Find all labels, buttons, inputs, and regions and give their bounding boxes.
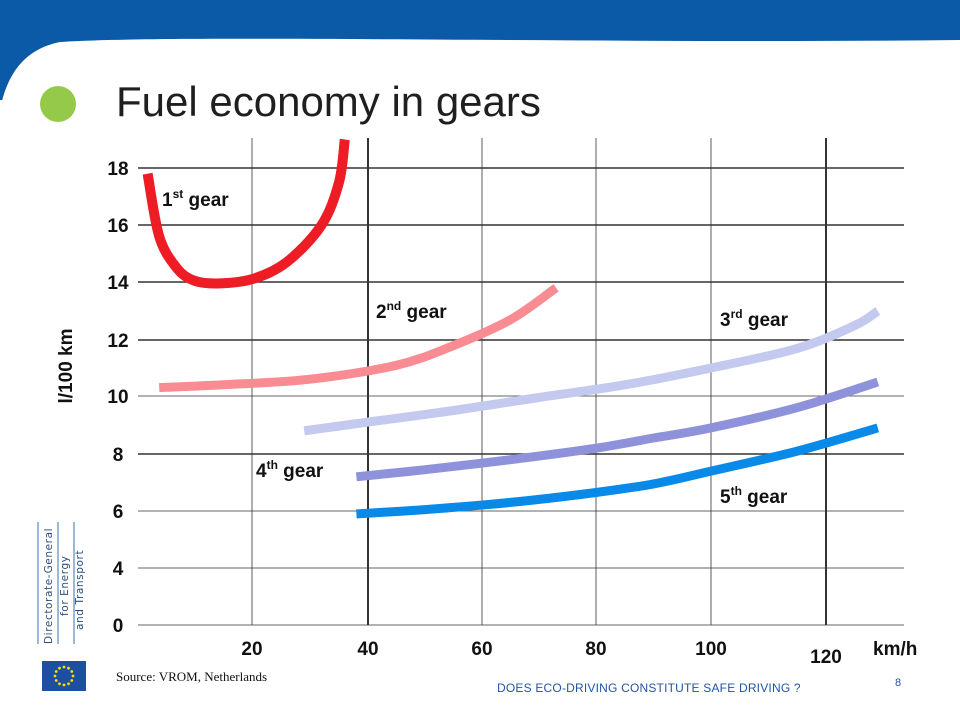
eu-star xyxy=(58,666,61,670)
y-tick-label: 16 xyxy=(107,216,128,237)
x-tick-label: 100 xyxy=(695,639,727,660)
y-tick-label: 14 xyxy=(107,273,129,294)
x-tick-label: 120 xyxy=(810,647,842,668)
page-number: 8 xyxy=(895,677,902,689)
dg-energy-transport-logo: Directorate-General for Energy and Trans… xyxy=(37,522,86,644)
eu-flag-icon xyxy=(42,661,86,691)
source-note: Source: VROM, Netherlands xyxy=(116,669,268,684)
eu-star xyxy=(62,683,66,687)
y-tick-label: 4 xyxy=(113,559,124,580)
series-3rd-gear-line xyxy=(303,307,881,436)
eu-star xyxy=(70,679,74,682)
series-label-1st-gear: 1st gear xyxy=(162,187,229,211)
label-layer: 1st gear 2nd gear 3rd gear 4th gear 5th gear xyxy=(162,187,789,508)
footer-text: DOES ECO-DRIVING CONSTITUTE SAFE DRIVING… xyxy=(497,681,801,695)
x-axis-label: km/h xyxy=(873,639,917,660)
y-tick-label: 12 xyxy=(107,331,128,352)
x-tick-label: 20 xyxy=(241,639,262,660)
eu-star xyxy=(70,670,74,673)
page-title: Fuel economy in gears xyxy=(116,78,541,125)
x-tick-label: 60 xyxy=(471,639,492,660)
eu-star xyxy=(54,670,58,673)
logo-line-1: Directorate-General xyxy=(43,528,55,644)
series-label-3rd-gear: 3rd gear xyxy=(720,307,789,331)
x-tick-label: 40 xyxy=(357,639,378,660)
y-tick-label: 10 xyxy=(107,387,128,408)
eu-star xyxy=(71,674,75,678)
y-tick-label: 8 xyxy=(113,445,124,466)
y-tick-label: 18 xyxy=(107,159,128,180)
y-axis-label: l/100 km xyxy=(56,329,77,404)
title-bullet xyxy=(40,86,76,122)
y-tick-label: 6 xyxy=(113,502,124,523)
series-1st-gear-line xyxy=(142,138,350,289)
eu-star xyxy=(58,682,61,686)
eu-star xyxy=(67,682,70,686)
series-2nd-gear-line xyxy=(158,284,559,393)
logo-line-3: and Transport xyxy=(74,550,86,630)
y-tick-label: 0 xyxy=(113,616,124,637)
x-tick-label: 80 xyxy=(585,639,606,660)
logo-line-2: for Energy xyxy=(59,555,71,616)
series-label-5th-gear: 5th gear xyxy=(720,484,788,508)
series-5th-gear-line xyxy=(356,423,880,519)
header-banner xyxy=(0,0,960,100)
series-label-2nd-gear: 2nd gear xyxy=(376,299,447,323)
series-label-4th-gear: 4th gear xyxy=(256,458,324,482)
eu-star xyxy=(53,674,57,678)
eu-star xyxy=(67,666,70,670)
series-4th-gear-line xyxy=(355,377,880,482)
eu-star xyxy=(54,679,58,682)
eu-star xyxy=(62,665,66,669)
series-layer xyxy=(142,138,881,519)
